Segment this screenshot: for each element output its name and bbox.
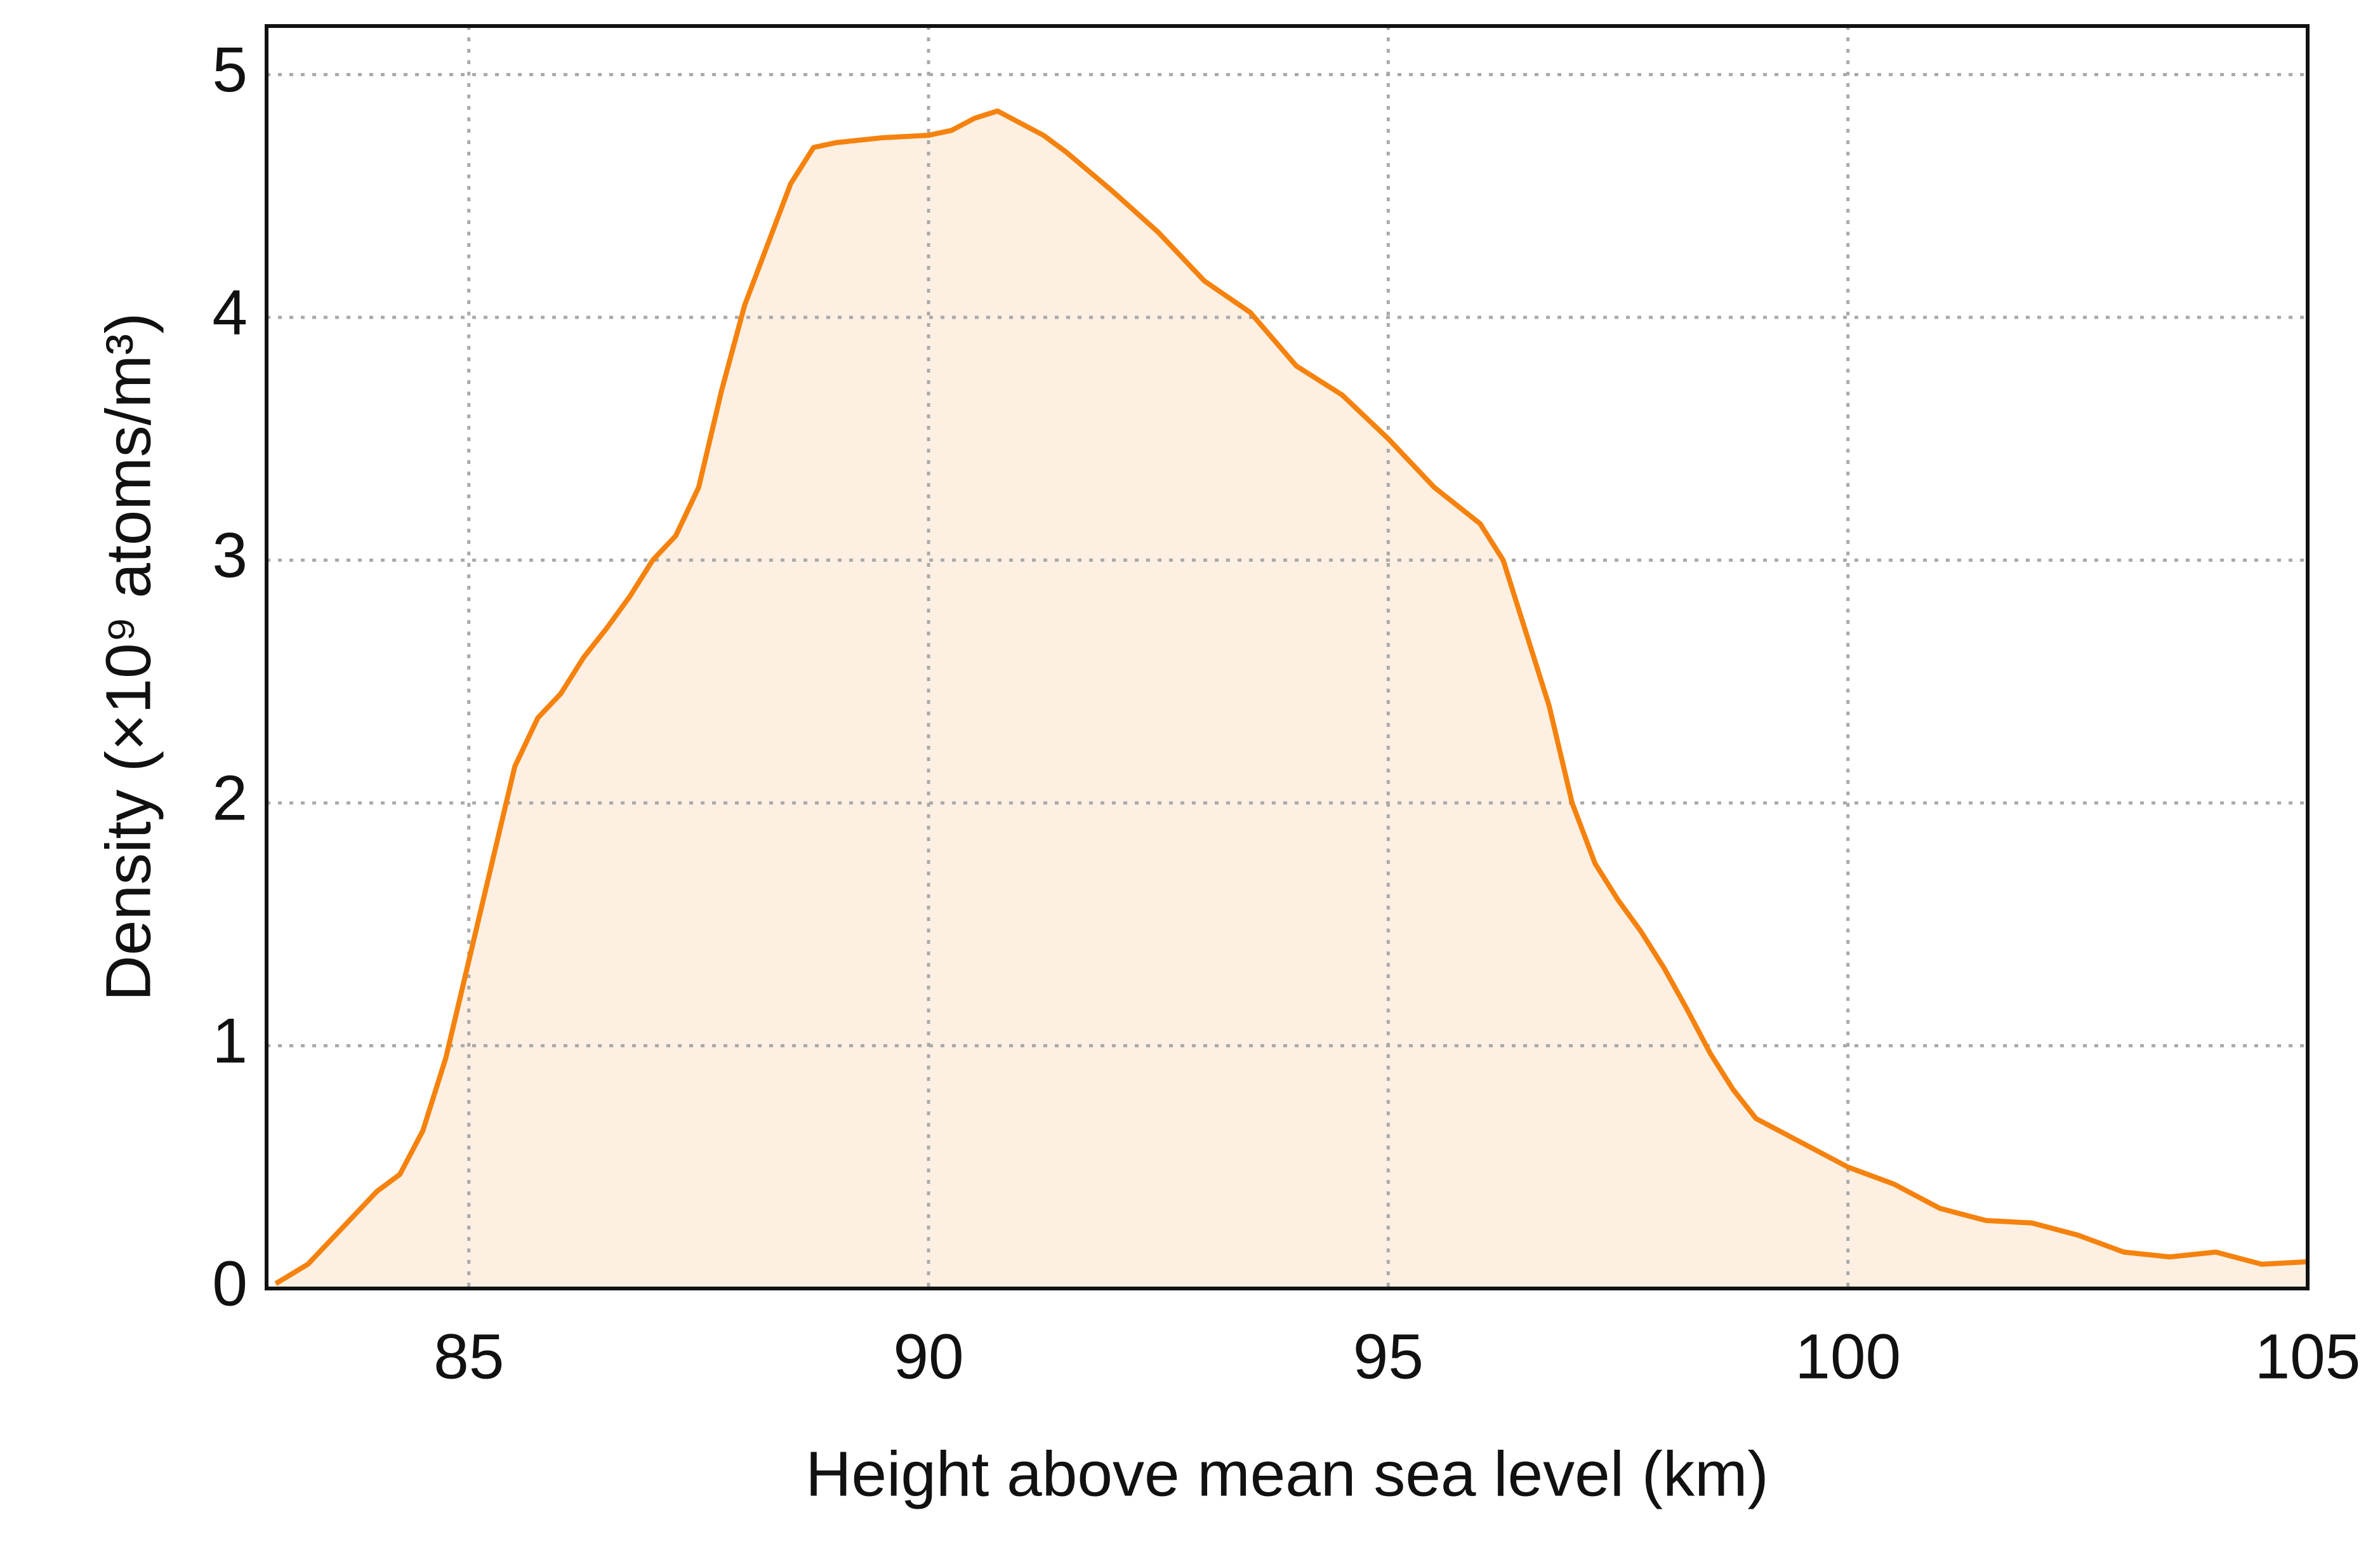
- y-tick-label: 3: [212, 520, 248, 591]
- x-axis-label: Height above mean sea level (km): [805, 1438, 1768, 1509]
- y-tick-label: 4: [212, 277, 248, 348]
- plot-frame: [265, 24, 2310, 1290]
- x-tick-label: 100: [1795, 1321, 1901, 1392]
- y-axis-label: Density (×10⁹ atoms/m³): [93, 313, 164, 1002]
- area-fill: [275, 110, 2308, 1288]
- y-tick-label: 2: [212, 762, 248, 833]
- x-tick-label: 85: [433, 1321, 504, 1392]
- x-tick-label: 95: [1353, 1321, 1424, 1392]
- data-line: [274, 108, 2308, 1286]
- x-tick-label: 105: [2255, 1321, 2361, 1392]
- y-tick-label: 5: [212, 34, 248, 105]
- y-tick-label: 1: [212, 1005, 248, 1076]
- x-tick-label: 90: [893, 1321, 963, 1392]
- y-tick-label: 0: [212, 1248, 248, 1319]
